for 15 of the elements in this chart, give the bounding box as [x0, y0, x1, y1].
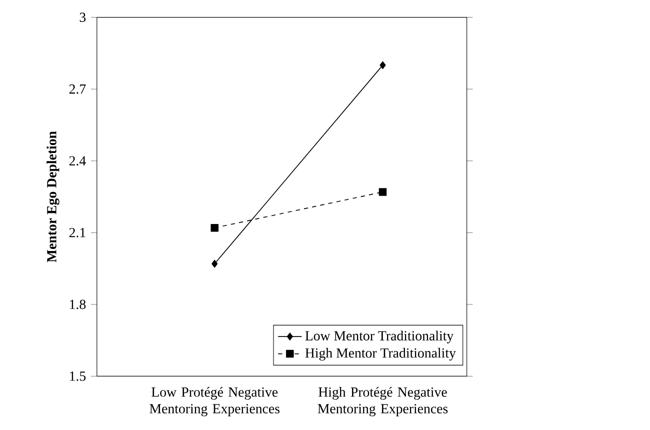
y-tick-label: 3: [80, 12, 86, 22]
point: [210, 224, 218, 232]
x-tick-label: Low Protégé Negative Mentoring Experiences: [150, 386, 280, 416]
x-tick-label: High Protégé Negative Mentoring Experiences: [318, 386, 448, 416]
y-tick-label: 2.1: [69, 228, 86, 238]
y-tick-label: 2.4: [69, 156, 86, 166]
y-axis-title: Mentor Ego Depletion: [46, 131, 60, 262]
y-tick-label: 1.8: [70, 300, 86, 310]
point: [212, 260, 218, 268]
point: [378, 188, 387, 196]
legend-label: Low Mentor Traditionality: [305, 330, 454, 344]
y-tick-label: 1.5: [70, 371, 86, 381]
point: [380, 61, 386, 69]
y-tick-label: 2.7: [69, 84, 86, 94]
legend-label: High Mentor Traditionality: [305, 348, 456, 360]
